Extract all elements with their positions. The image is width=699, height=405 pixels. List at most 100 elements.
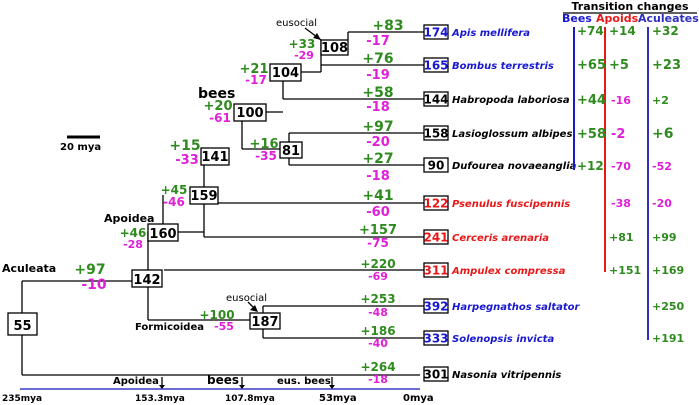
harpeg-loss: -48 (368, 306, 388, 319)
ampulex-loss: -69 (368, 270, 388, 283)
node-104-box (269, 63, 302, 82)
tip-158-label: 158 (423, 127, 448, 141)
tip-311-box (423, 262, 449, 278)
aculeates-val-9: +250 (652, 300, 685, 313)
bees-val-4: +58 (577, 127, 606, 142)
transition-panel: Transition changes Bees Apoids Aculeates… (562, 0, 699, 345)
n141-gain: +15 (169, 138, 200, 154)
tip-301-box (423, 366, 449, 382)
timeline-bees-value: 107.8mya (225, 394, 275, 404)
tip-392-box (423, 298, 449, 314)
species-habropoda: Habropoda laboriosa (452, 95, 570, 106)
label-bees: bees (198, 86, 235, 102)
n108-loss: -29 (294, 49, 314, 62)
aculeates-val-10: +191 (652, 332, 684, 345)
timeline-eus-value: 53mya (319, 393, 357, 404)
aculeates-val-8: +169 (652, 264, 684, 277)
species-cerceris: Cerceris arenaria (452, 233, 549, 244)
apoids-val-1: +14 (609, 24, 636, 38)
tip-122-label: 122 (423, 197, 448, 211)
label-eusocial-top: eusocial (276, 18, 317, 29)
apoidea-loss: -28 (123, 238, 143, 251)
psenulus-gain: +41 (362, 188, 393, 204)
node-100-box (233, 103, 267, 122)
label-formicoidea: Formicoidea (135, 322, 204, 333)
cerceris-loss: -75 (367, 236, 389, 250)
species-psenulus: Psenulus fuscipennis (452, 199, 570, 210)
habropoda-gain: +58 (362, 85, 393, 101)
node-160-box (147, 223, 179, 242)
node-142-box (131, 269, 163, 288)
node-160-label: 160 (149, 227, 176, 242)
aculeata-gain: +97 (74, 262, 105, 278)
species-apis: Apis mellifera (451, 28, 530, 39)
node-141-label: 141 (201, 150, 228, 165)
bombus-gain: +76 (362, 51, 393, 67)
nasonia-loss: -18 (368, 373, 388, 386)
tip-301-label: 301 (423, 368, 448, 382)
transition-title: Transition changes (571, 0, 688, 13)
n100-gain: +20 (204, 99, 233, 114)
timeline: 235mya Apoidea 153.3mya bees 107.8mya eu… (2, 373, 434, 404)
node-159-box (189, 186, 219, 205)
tip-174-label: 174 (423, 26, 448, 40)
solenopsis-loss: -40 (368, 337, 388, 350)
apoids-val-8: +151 (609, 264, 641, 277)
habropoda-loss: -18 (366, 100, 390, 115)
dufourea-loss: -18 (366, 169, 390, 184)
node-100-label: 100 (236, 106, 263, 121)
species-labels: Apis mellifera Bombus terrestris Habropo… (451, 28, 581, 381)
tip-311-label: 311 (423, 264, 448, 278)
node-187-box (249, 312, 281, 330)
arrowhead-eusocial-bottom (250, 305, 258, 312)
species-harpeg: Harpegnathos saltator (452, 302, 581, 313)
tip-branch-changes: +83 -17 +76 -19 +58 -18 +97 -20 +27 -18 … (359, 18, 404, 386)
ampulex-gain: +220 (360, 257, 395, 271)
tip-158-box (423, 125, 449, 141)
bees-val-2: +65 (577, 58, 606, 73)
node-159-label: 159 (190, 189, 217, 204)
bees-val-3: +44 (577, 93, 606, 108)
species-ampulex: Ampulex compressa (451, 266, 566, 277)
timeline-end: 0mya (403, 393, 434, 404)
tip-165-box (423, 57, 449, 73)
tip-nodes: 174 165 144 158 90 122 241 311 392 333 3… (423, 24, 449, 382)
species-bombus: Bombus terrestris (452, 61, 554, 72)
aculeates-val-5: -52 (652, 160, 672, 173)
node-142-label: 142 (133, 273, 160, 288)
transition-col-apoids: Apoids (596, 12, 639, 25)
node-187-label: 187 (251, 315, 278, 330)
apis-gain: +83 (372, 18, 403, 34)
apoids-val-5: -70 (611, 160, 631, 173)
label-apoidea: Apoidea (104, 212, 154, 225)
harpeg-gain: +253 (360, 292, 395, 306)
cerceris-gain: +157 (359, 223, 397, 238)
tip-241-box (423, 229, 449, 245)
node-141-box (200, 147, 230, 166)
internal-branch-changes: +97 -10 +46 -28 +45 -46 +15 -33 +20 -61 … (74, 37, 315, 333)
aculeates-val-7: +99 (652, 231, 677, 244)
aculeates-val-3: +2 (652, 94, 669, 107)
bees-val-5: +12 (577, 159, 604, 173)
timeline-apoidea-arrow (159, 385, 165, 389)
tip-90-box (423, 157, 449, 173)
tip-333-label: 333 (423, 332, 448, 346)
node-81-label: 81 (282, 144, 300, 159)
tip-90-label: 90 (428, 159, 445, 173)
aculeates-val-1: +32 (652, 24, 679, 38)
tip-174-box (423, 24, 449, 40)
tip-122-box (423, 195, 449, 211)
timeline-eus-arrow (329, 385, 335, 389)
lasio-loss: -20 (366, 135, 390, 150)
apoidea-gain: +46 (120, 226, 147, 240)
label-eusocial-bottom: eusocial (226, 293, 267, 304)
n141-loss: -33 (175, 153, 199, 168)
transition-col-bees: Bees (562, 12, 592, 25)
formic-gain: +100 (199, 308, 234, 322)
transition-col-aculeates: Aculeates (638, 12, 699, 25)
internal-nodes: 55 142 160 159 141 100 104 108 81 187 (7, 39, 349, 336)
n159-loss: -46 (163, 195, 185, 209)
apoids-val-6: -38 (611, 197, 631, 210)
scale-bar-label: 20 mya (60, 142, 101, 153)
